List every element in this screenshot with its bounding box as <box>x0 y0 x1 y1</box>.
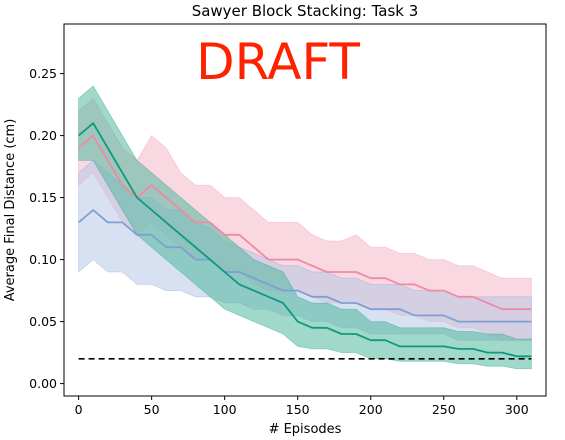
y-tick-label: 0.05 <box>29 314 57 329</box>
series-line-teal <box>78 122 532 358</box>
x-tick-label: 200 <box>359 402 383 417</box>
x-tick-label: 250 <box>432 402 456 417</box>
series-band-teal <box>78 85 532 370</box>
y-tick-label: 0.25 <box>29 66 57 81</box>
y-tick-label: 0.20 <box>29 128 57 143</box>
y-axis-label: Average Final Distance (cm) <box>3 119 18 302</box>
chart-title: Sawyer Block Stacking: Task 3 <box>192 2 419 20</box>
y-tick-label: 0.00 <box>29 376 57 391</box>
series-line-pink <box>78 134 532 311</box>
series-line-blue <box>78 209 532 323</box>
plot-frame <box>63 23 547 397</box>
x-tick-label: 300 <box>505 402 529 417</box>
y-axis: 0.00 0.05 0.10 0.15 0.20 0.25 <box>29 66 64 391</box>
y-tick-label: 0.15 <box>29 190 57 205</box>
x-axis-label: # Episodes <box>269 422 342 437</box>
x-tick-label: 150 <box>286 402 310 417</box>
x-axis: 0 50 100 150 200 250 300 <box>75 396 529 417</box>
y-tick-label: 0.10 <box>29 252 57 267</box>
plot-area <box>78 85 532 370</box>
x-tick-label: 0 <box>75 402 83 417</box>
x-tick-label: 50 <box>144 402 160 417</box>
x-tick-label: 100 <box>213 402 237 417</box>
draft-watermark: DRAFT <box>196 33 360 91</box>
